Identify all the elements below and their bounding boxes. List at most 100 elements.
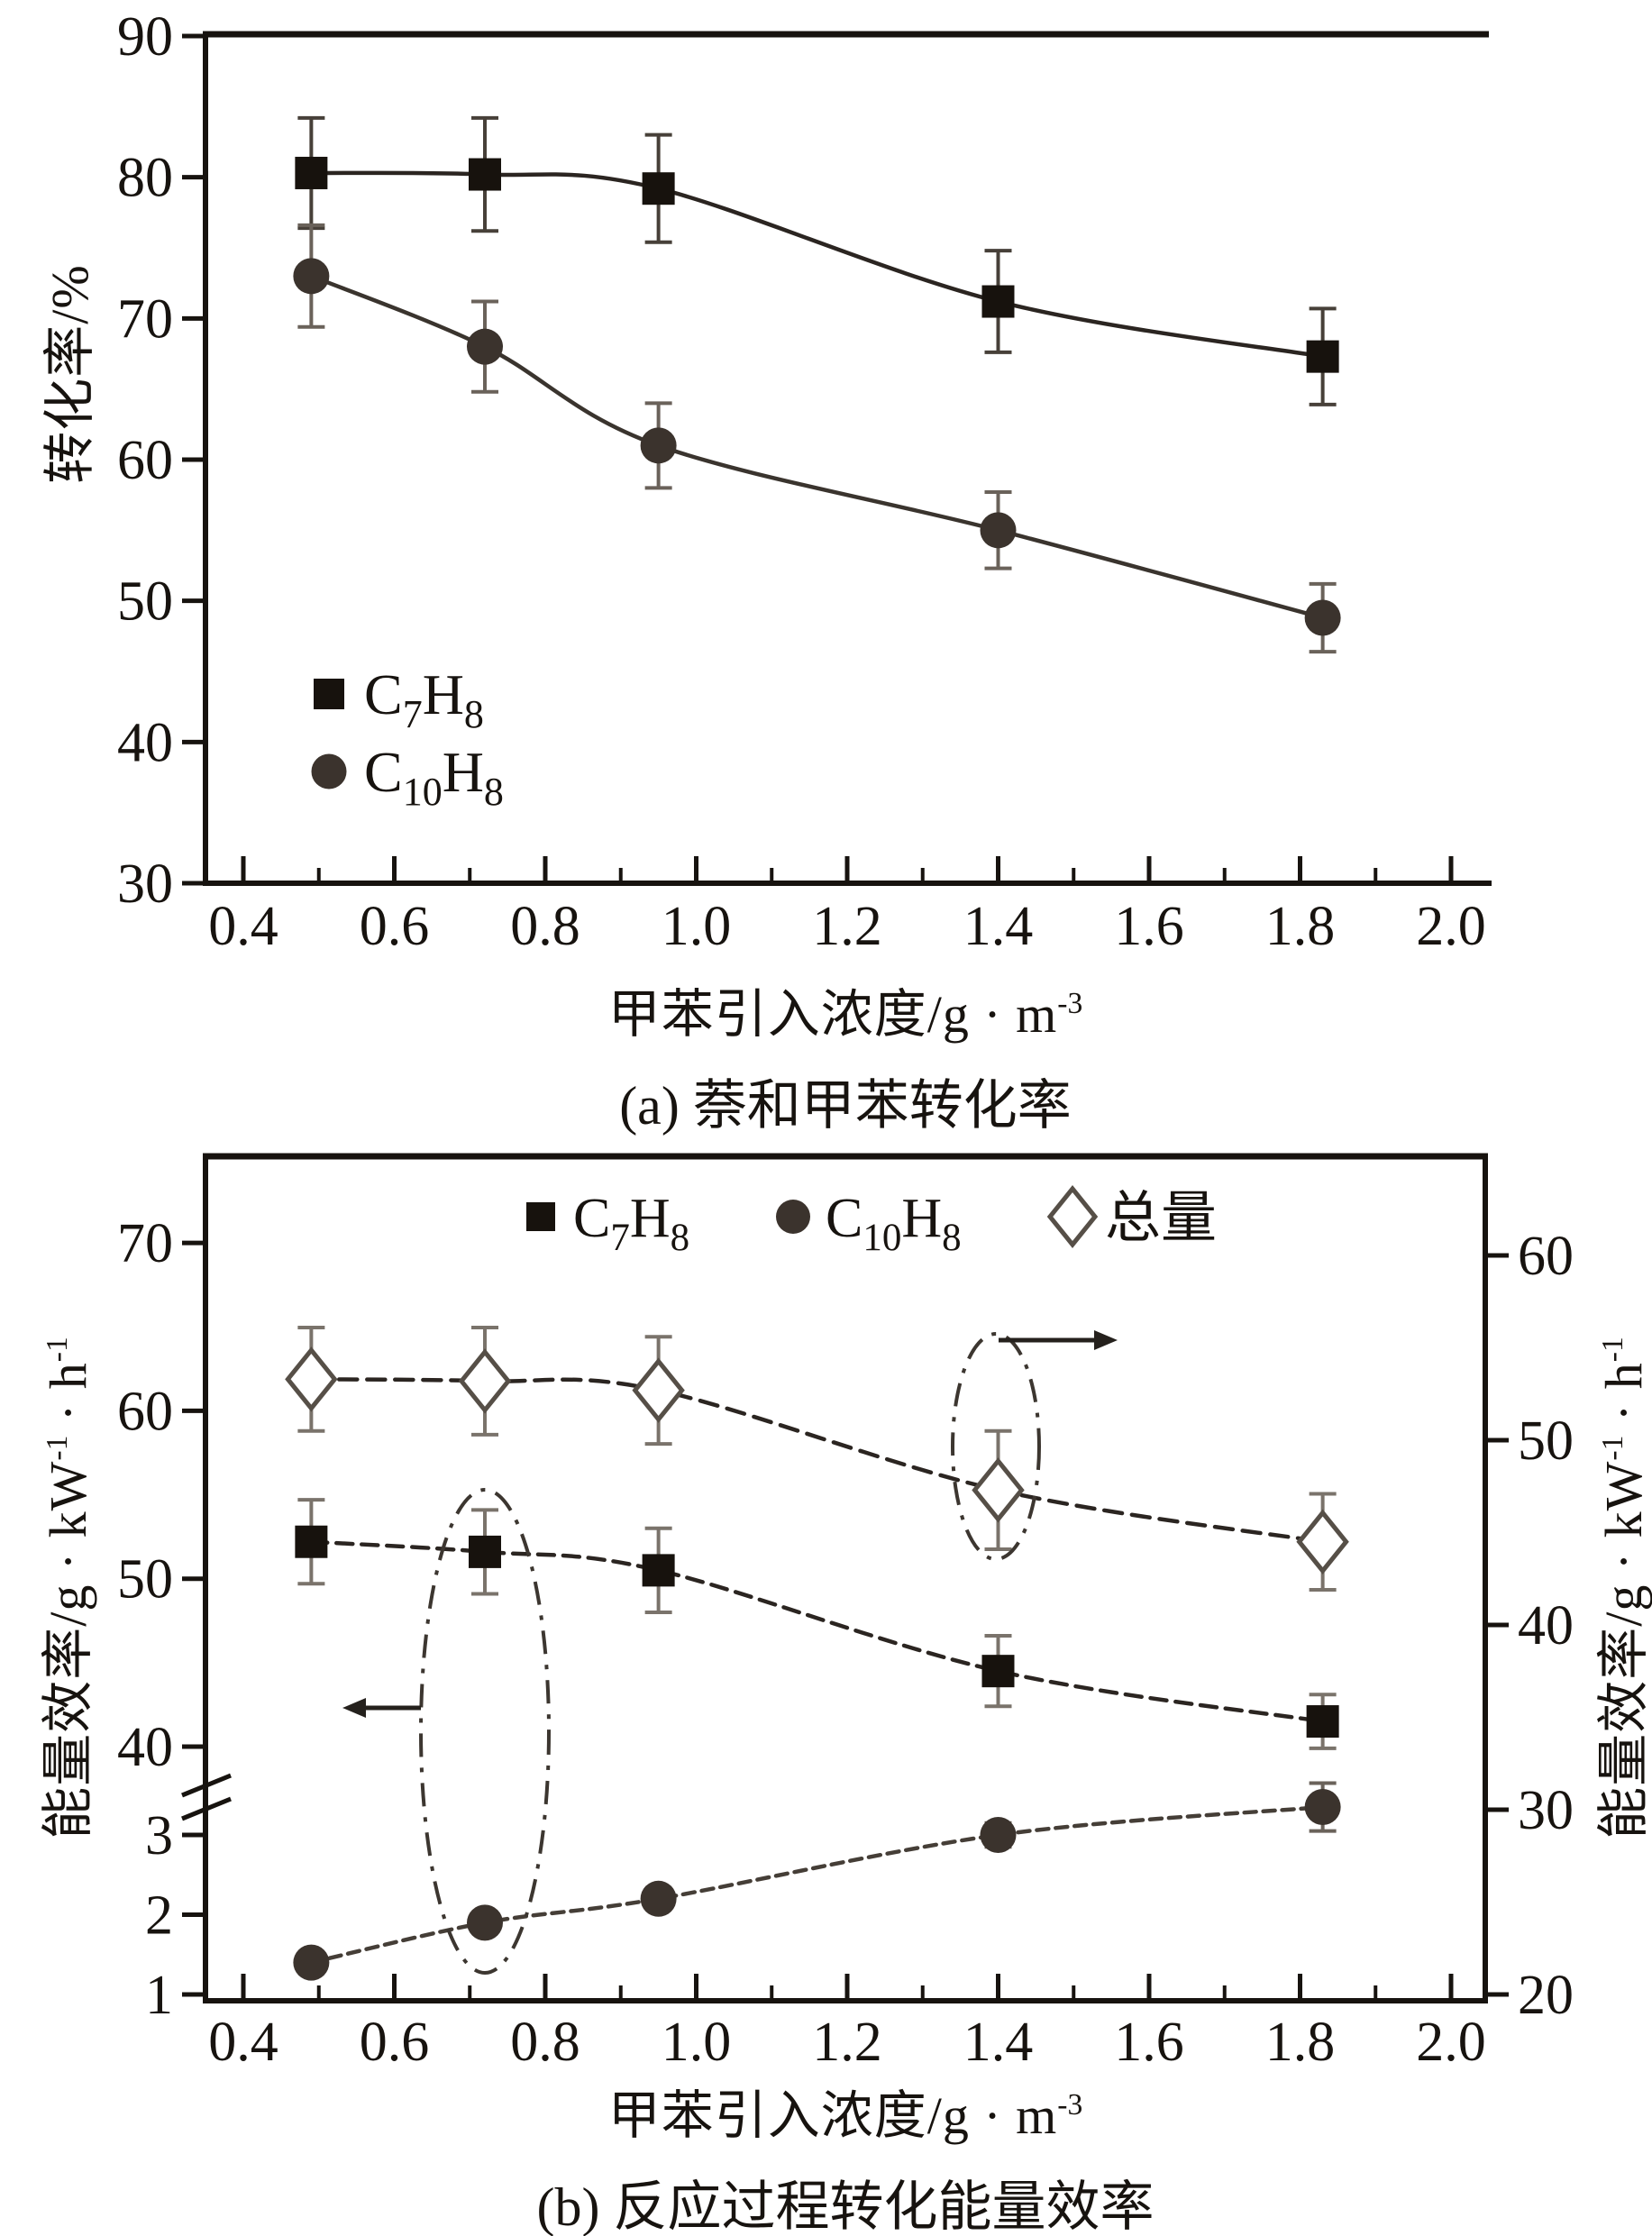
- x-tick-label: 0.4: [208, 896, 278, 957]
- y-tick-label: 3: [145, 1805, 173, 1866]
- chart-b-legend: C7H8 C10H8 总量: [526, 1185, 1217, 1259]
- data-point-square: [1306, 1705, 1339, 1739]
- data-point-circle: [467, 1904, 503, 1941]
- formula-segment: H: [443, 740, 484, 804]
- formula-segment: C: [364, 740, 403, 804]
- data-point-circle: [1304, 1789, 1341, 1826]
- data-point-diamond: [972, 1457, 1025, 1523]
- series-line: [309, 1377, 1325, 1544]
- formula-segment: 10: [863, 1217, 901, 1259]
- data-point-circle: [1304, 599, 1341, 636]
- y-tick-label: 40: [117, 712, 173, 773]
- y-tick-label: 60: [1518, 1226, 1574, 1287]
- legend-label: C7H8: [573, 1188, 689, 1259]
- chart-b-left-ylabel: 能量效率/g · kW-1 · h-1: [25, 1337, 101, 1839]
- superscript-text: -3: [1057, 2088, 1083, 2122]
- data-point-square: [295, 1525, 328, 1558]
- data-point-diamond: [1296, 1509, 1349, 1574]
- x-tick-label: 0.6: [360, 896, 430, 957]
- y-tick-label: 60: [117, 430, 173, 491]
- y-tick-label: 40: [117, 1717, 173, 1778]
- legend-marker-diamond: [1046, 1185, 1099, 1248]
- formula-segment: 总量: [1105, 1188, 1217, 1249]
- x-tick-label: 1.6: [1114, 2012, 1184, 2073]
- chart-b-series-C10H8: [293, 1781, 1341, 1981]
- legend-label: 总量: [1105, 1188, 1217, 1249]
- superscript-text: -1: [41, 1337, 75, 1363]
- data-point-square: [981, 285, 1015, 318]
- chart-a-series-C10H8: [293, 223, 1341, 654]
- x-tick-label: 2.0: [1416, 2012, 1486, 2073]
- label-text: · h: [1594, 1362, 1652, 1436]
- label-text: 转化率/%: [41, 264, 99, 484]
- data-point-square: [642, 1554, 675, 1587]
- right-axis-pointer-annotation: [951, 1330, 1118, 1561]
- formula-segment: H: [423, 662, 464, 726]
- axis-break-mark: [181, 1773, 232, 1798]
- chart-a-caption: (a) 萘和甲苯转化率: [619, 1076, 1072, 1136]
- formula-segment: 8: [464, 692, 484, 736]
- x-tick-label: 1.4: [963, 896, 1034, 957]
- x-tick-label: 0.4: [208, 2012, 278, 2073]
- formula-segment: C: [826, 1188, 863, 1249]
- label-text: 能量效率/g · kW: [39, 1460, 97, 1839]
- data-point-circle: [640, 427, 677, 464]
- annotation-arrow-head: [342, 1698, 366, 1718]
- y-tick-label: 50: [117, 1549, 173, 1611]
- y-tick-label: 50: [1518, 1410, 1574, 1472]
- data-point-square: [469, 158, 501, 191]
- chart-a-ylabel: 转化率/%: [27, 264, 103, 483]
- x-tick-label: 0.8: [510, 2012, 580, 2073]
- superscript-text: -1: [41, 1435, 75, 1461]
- chart-a-canvas: 30 40 50 60 70 80 90 0.4 0.6 0.8 1.0 1.2 1.4 1.6 1.8 2.…: [117, 6, 1492, 957]
- data-point-diamond: [632, 1357, 685, 1423]
- y-tick-label: 70: [117, 288, 173, 350]
- chart-b-caption: (b) 反应过程转化能量效率: [536, 2177, 1155, 2236]
- x-tick-label: 1.4: [963, 2012, 1034, 2073]
- formula-segment: 10: [403, 770, 443, 814]
- y-tick-label: 30: [117, 853, 173, 915]
- chart-b-right-ylabel: 能量效率/g · kW-1 · h-1: [1581, 1337, 1652, 1839]
- left-axis-pointer-annotation: [342, 1488, 551, 1975]
- data-point-square: [642, 172, 675, 205]
- y-tick-label: 70: [117, 1213, 173, 1274]
- data-point-circle: [640, 1880, 677, 1917]
- x-tick-label: 1.8: [1265, 2012, 1336, 2073]
- formula-segment: 7: [610, 1217, 630, 1259]
- chart-a-axes: 30 40 50 60 70 80 90 0.4 0.6 0.8 1.0 1.2 1.4 1.6 1.8 2.…: [117, 6, 1492, 957]
- formula-segment: 8: [942, 1217, 962, 1259]
- data-point-diamond: [285, 1346, 338, 1412]
- x-tick-label: 1.2: [812, 896, 882, 957]
- legend-marker-circle: [311, 753, 347, 789]
- data-point-diamond: [458, 1348, 512, 1414]
- label-text: 甲苯引入浓度/g · m: [607, 2086, 1058, 2145]
- series-line: [309, 1804, 1325, 1965]
- annotation-ellipse: [419, 1488, 551, 1975]
- data-point-circle: [293, 258, 330, 295]
- data-point-circle: [980, 512, 1017, 549]
- x-tick-label: 1.2: [812, 2012, 882, 2073]
- formula-segment: H: [630, 1188, 671, 1249]
- data-point-square: [469, 1535, 501, 1568]
- superscript-text: -3: [1057, 987, 1083, 1021]
- data-point-circle: [980, 1817, 1017, 1853]
- superscript-text: -1: [1596, 1435, 1630, 1461]
- superscript-text: -1: [1596, 1337, 1630, 1363]
- x-tick-label: 0.8: [510, 896, 580, 957]
- legend-marker-square: [314, 679, 344, 709]
- series-line: [309, 274, 1325, 620]
- annotation-ellipse: [951, 1332, 1041, 1561]
- axis-break-mark: [181, 1796, 232, 1821]
- legend-label: C7H8: [364, 662, 484, 736]
- formula-segment: C: [573, 1188, 610, 1249]
- legend-marker-circle: [776, 1200, 810, 1234]
- x-tick-label: 1.0: [662, 896, 732, 957]
- data-point-square: [1306, 340, 1339, 373]
- y-tick-label: 90: [117, 6, 173, 68]
- y-tick-label: 40: [1518, 1595, 1574, 1656]
- y-tick-label: 80: [117, 148, 173, 209]
- formula-segment: 8: [671, 1217, 690, 1259]
- chart-a-xlabel: 甲苯引入浓度/g · m-3: [214, 972, 1476, 1047]
